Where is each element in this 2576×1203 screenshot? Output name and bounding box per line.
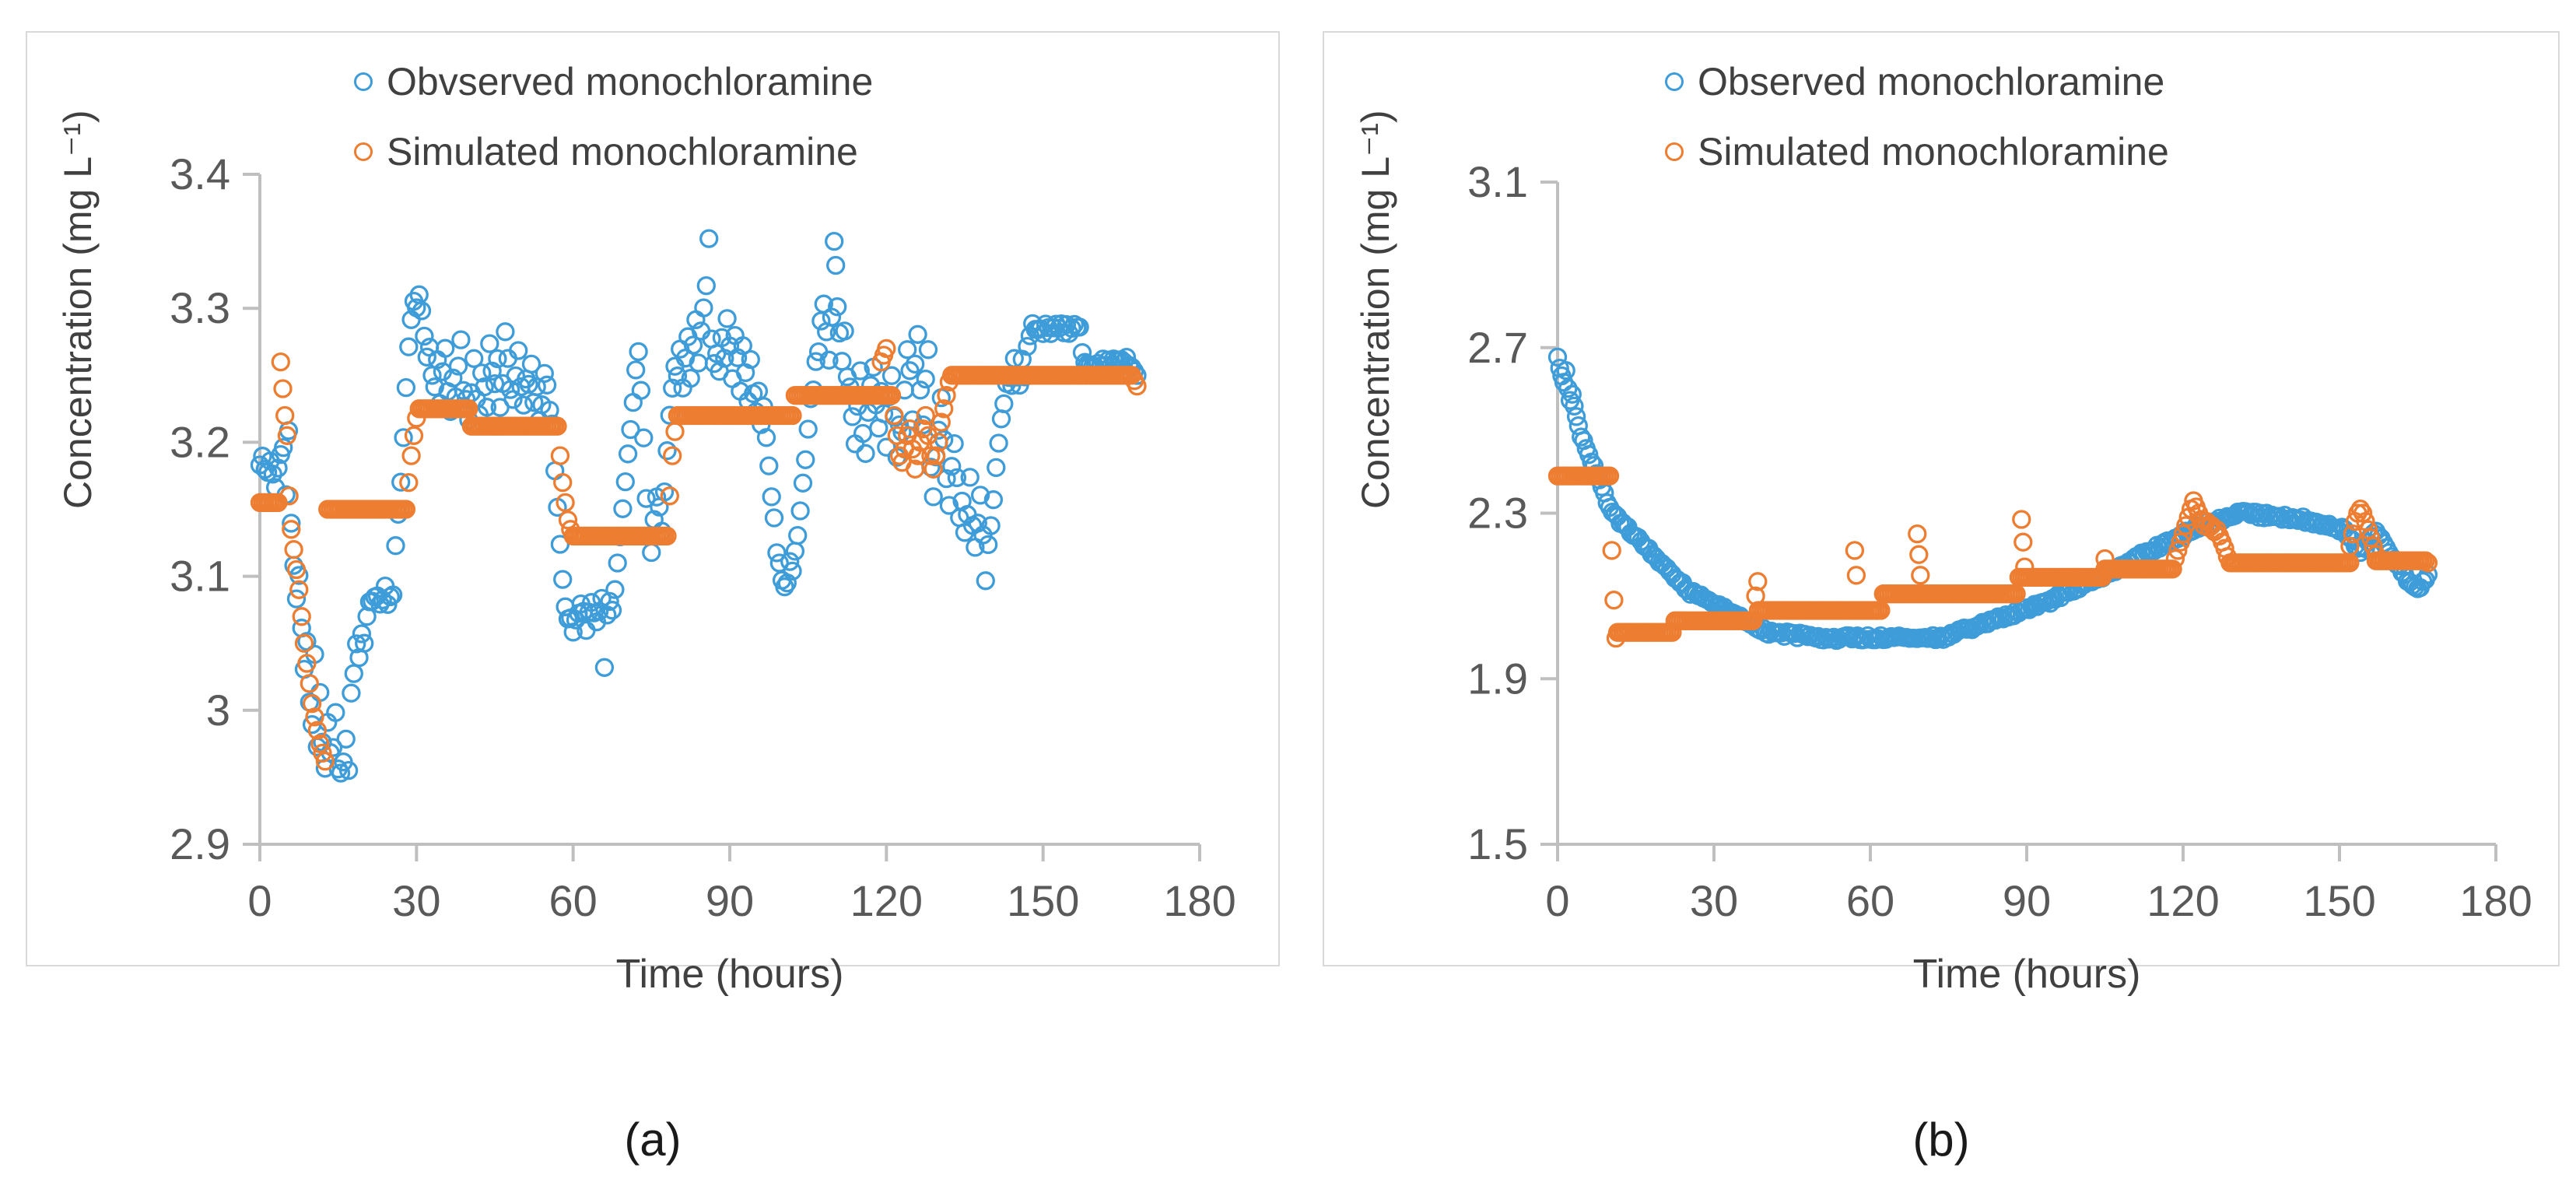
y-tick-label: 3.3 bbox=[170, 283, 230, 332]
chart-panel-b bbox=[1323, 31, 2560, 966]
y-tick-label: 3.4 bbox=[170, 149, 230, 198]
x-tick-label: 90 bbox=[706, 876, 754, 925]
x-tick-label: 180 bbox=[1163, 876, 1235, 925]
x-tick-label: 30 bbox=[392, 876, 440, 925]
observed-marker-icon bbox=[1665, 72, 1684, 91]
legend-a: Obvserved monochloramine Simulated monoc… bbox=[354, 58, 873, 176]
observed-points-b bbox=[1547, 347, 2438, 651]
y-tick-label: 3.1 bbox=[1467, 157, 1528, 206]
legend-item-observed-a: Obvserved monochloramine bbox=[354, 58, 873, 106]
legend-item-simulated-a: Simulated monochloramine bbox=[354, 128, 873, 176]
x-tick-label: 120 bbox=[2147, 876, 2219, 925]
legend-label-simulated-b: Simulated monochloramine bbox=[1698, 130, 2169, 174]
y-tick-label: 2.9 bbox=[170, 819, 230, 868]
tick-labels-b: 3.1 2.7 2.3 1.9 1.5 0 30 60 90 120 150 180 bbox=[1467, 157, 2532, 925]
x-tick-label: 180 bbox=[2459, 876, 2532, 925]
legend-item-observed-b: Observed monochloramine bbox=[1665, 58, 2169, 106]
legend-label-observed-a: Obvserved monochloramine bbox=[387, 60, 874, 103]
legend-item-simulated-b: Simulated monochloramine bbox=[1665, 128, 2169, 176]
x-tick-label: 60 bbox=[1846, 876, 1894, 925]
observed-marker-icon bbox=[354, 72, 373, 91]
x-axis-title-b: Time (hours) bbox=[1912, 952, 2141, 997]
x-tick-label: 30 bbox=[1690, 876, 1738, 925]
simulated-points-b bbox=[1547, 466, 2438, 648]
x-tick-label: 150 bbox=[2303, 876, 2375, 925]
simulated-points-a bbox=[250, 338, 1147, 771]
x-tick-label: 60 bbox=[549, 876, 598, 925]
x-tick-label: 0 bbox=[247, 876, 272, 925]
legend-label-simulated-a: Simulated monochloramine bbox=[387, 130, 858, 174]
y-tick-label: 1.9 bbox=[1467, 654, 1528, 703]
legend-label-observed-b: Observed monochloramine bbox=[1698, 60, 2165, 103]
axes-a bbox=[243, 173, 1201, 861]
y-tick-label: 2.3 bbox=[1467, 489, 1528, 538]
y-tick-label: 3 bbox=[206, 686, 230, 735]
axes-b bbox=[1540, 181, 2497, 861]
caption-a: (a) bbox=[624, 1114, 682, 1166]
y-tick-label: 3.2 bbox=[170, 417, 230, 466]
tick-labels-a: 3.4 3.3 3.2 3.1 3 2.9 0 30 60 90 120 150 180 bbox=[170, 149, 1236, 925]
legend-b: Observed monochloramine Simulated monoch… bbox=[1665, 58, 2169, 176]
x-tick-label: 90 bbox=[2003, 876, 2051, 925]
chart-panel-a bbox=[26, 31, 1280, 966]
x-axis-title-a: Time (hours) bbox=[615, 952, 844, 997]
simulated-marker-icon bbox=[354, 142, 373, 161]
x-tick-label: 120 bbox=[850, 876, 923, 925]
caption-b: (b) bbox=[1912, 1114, 1970, 1166]
x-tick-label: 150 bbox=[1007, 876, 1079, 925]
y-tick-label: 1.5 bbox=[1467, 819, 1528, 868]
y-tick-label: 2.7 bbox=[1467, 323, 1528, 372]
x-tick-label: 0 bbox=[1545, 876, 1569, 925]
simulated-marker-icon bbox=[1665, 142, 1684, 161]
y-tick-label: 3.1 bbox=[170, 552, 230, 601]
